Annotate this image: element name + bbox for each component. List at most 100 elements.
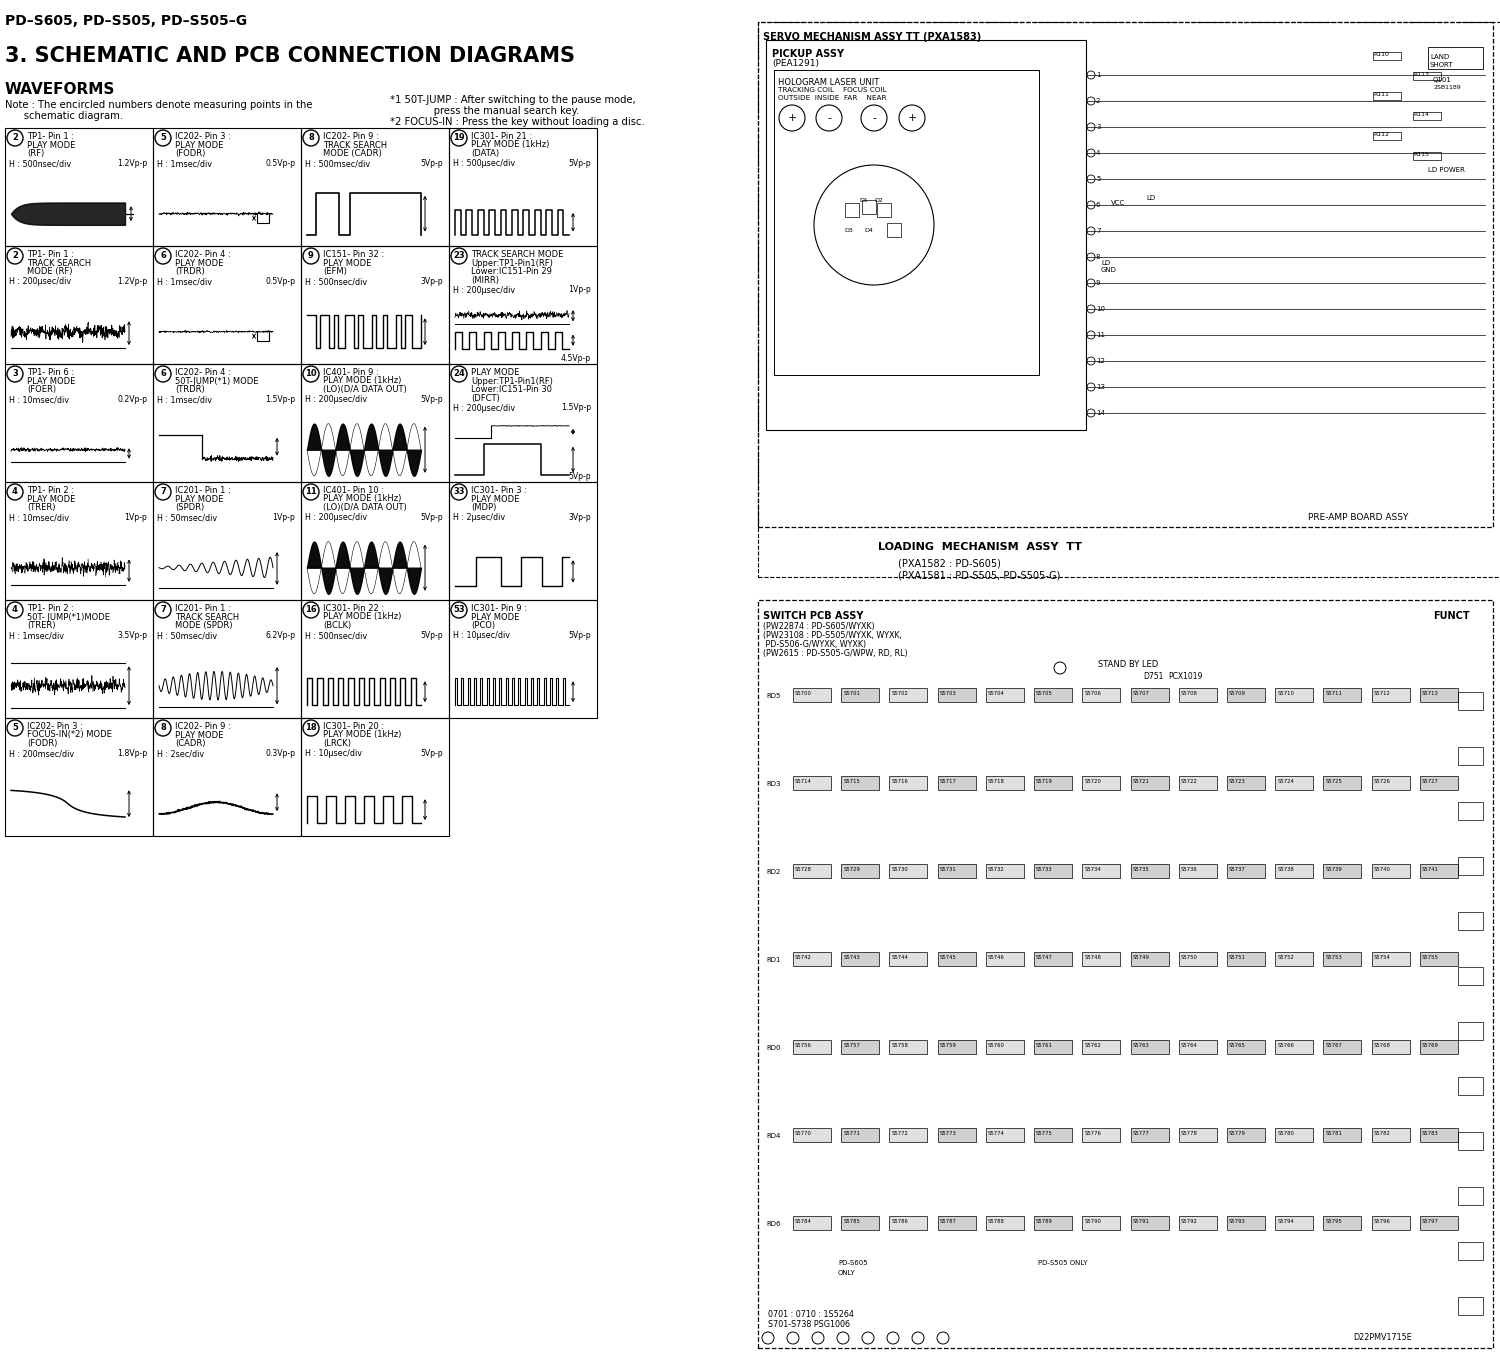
Text: S5794: S5794	[1276, 1220, 1294, 1224]
Bar	[1227, 953, 1264, 966]
Text: H : 200μsec/div: H : 200μsec/div	[9, 278, 70, 286]
Text: 12: 12	[1096, 358, 1106, 364]
Text: H : 500nsec/div: H : 500nsec/div	[9, 160, 70, 168]
Text: TRACK SEARCH: TRACK SEARCH	[176, 612, 238, 622]
Bar	[1227, 688, 1264, 702]
Text: 5Vp-p: 5Vp-p	[568, 159, 591, 168]
Text: 0.2Vp-p: 0.2Vp-p	[117, 394, 147, 404]
Text: S5726: S5726	[1374, 779, 1390, 785]
Bar	[1275, 953, 1312, 966]
Text: Note : The encircled numbers denote measuring points in the: Note : The encircled numbers denote meas…	[4, 100, 312, 110]
Bar	[890, 953, 927, 966]
Bar	[1458, 856, 1484, 875]
Bar	[1083, 1041, 1120, 1054]
Text: (DFCT): (DFCT)	[471, 393, 500, 402]
Text: LAND: LAND	[1430, 54, 1449, 60]
Text: SWITCH PCB ASSY: SWITCH PCB ASSY	[764, 611, 864, 621]
Text: PLAY MODE (1kHz): PLAY MODE (1kHz)	[322, 377, 402, 386]
Text: S5774: S5774	[988, 1131, 1005, 1135]
Text: (BCLK): (BCLK)	[322, 621, 351, 630]
Bar	[1275, 776, 1312, 790]
Text: 1.2Vp-p: 1.2Vp-p	[117, 276, 147, 286]
Text: S5777: S5777	[1132, 1131, 1149, 1135]
Bar	[153, 247, 302, 364]
Bar	[842, 953, 879, 966]
Text: 2: 2	[12, 134, 18, 142]
Text: LD: LD	[1146, 195, 1155, 201]
Text: S5733: S5733	[1036, 867, 1053, 873]
Text: PLAY MODE: PLAY MODE	[176, 495, 223, 504]
Text: schematic diagram.: schematic diagram.	[4, 111, 123, 121]
Bar	[842, 688, 879, 702]
Bar	[1458, 1022, 1484, 1041]
Bar	[794, 776, 831, 790]
Text: PLAY MODE: PLAY MODE	[471, 612, 519, 622]
Text: (PW23108 : PD-S505/WYXK, WYXK,: (PW23108 : PD-S505/WYXK, WYXK,	[764, 631, 902, 640]
Text: S5724: S5724	[1276, 779, 1294, 785]
Text: IC301- Pin 20 :: IC301- Pin 20 :	[322, 722, 384, 730]
Bar	[302, 482, 448, 600]
Bar	[1083, 688, 1120, 702]
Text: H : 50msec/div: H : 50msec/div	[158, 631, 218, 641]
Text: RD6: RD6	[766, 1221, 780, 1228]
Bar	[938, 864, 975, 878]
Bar	[153, 718, 302, 836]
Bar	[1227, 1215, 1264, 1230]
Text: 53: 53	[453, 606, 465, 615]
Text: (FOER): (FOER)	[27, 385, 56, 394]
Bar	[844, 203, 859, 217]
Text: 2: 2	[12, 252, 18, 260]
Bar	[986, 776, 1024, 790]
Text: 4: 4	[12, 606, 18, 615]
Text: 0.3Vp-p: 0.3Vp-p	[266, 748, 296, 757]
Text: (RF): (RF)	[27, 149, 45, 159]
Bar	[862, 201, 876, 214]
Bar	[1227, 1127, 1264, 1142]
Text: MODE (CADR): MODE (CADR)	[322, 149, 381, 159]
Bar	[1323, 776, 1362, 790]
Text: S5758: S5758	[891, 1043, 909, 1047]
Bar	[1371, 688, 1410, 702]
Text: 8: 8	[308, 134, 314, 142]
Text: +: +	[788, 112, 796, 123]
Bar	[890, 688, 927, 702]
Text: Lower:IC151-Pin 29: Lower:IC151-Pin 29	[471, 267, 552, 276]
Text: H : 200μsec/div: H : 200μsec/div	[453, 404, 514, 413]
Text: (TRER): (TRER)	[27, 503, 56, 512]
Text: S5791: S5791	[1132, 1220, 1149, 1224]
Text: 6: 6	[1096, 202, 1101, 209]
Text: 8: 8	[1096, 253, 1101, 260]
Text: (DATA): (DATA)	[471, 149, 500, 159]
Text: S5786: S5786	[891, 1220, 909, 1224]
Bar	[1323, 1215, 1362, 1230]
Bar	[1034, 1041, 1072, 1054]
Text: (PXA1581 : PD-S505, PD-S505-G): (PXA1581 : PD-S505, PD-S505-G)	[898, 570, 1060, 580]
Bar	[842, 776, 879, 790]
Text: H : 50msec/div: H : 50msec/div	[158, 514, 218, 523]
Text: (LO)(D/A DATA OUT): (LO)(D/A DATA OUT)	[322, 503, 406, 512]
Bar	[986, 1127, 1024, 1142]
Text: PLAY MODE (1kHz): PLAY MODE (1kHz)	[322, 495, 402, 504]
Bar	[1372, 51, 1401, 60]
Bar	[938, 776, 975, 790]
Text: 3Vp-p: 3Vp-p	[568, 512, 591, 522]
Text: S5759: S5759	[939, 1043, 957, 1047]
Text: 0.5Vp-p: 0.5Vp-p	[266, 276, 296, 286]
Bar	[878, 203, 891, 217]
Text: 1Vp-p: 1Vp-p	[124, 512, 147, 522]
Text: 0701 : 0710 : 1S5264: 0701 : 0710 : 1S5264	[768, 1310, 853, 1318]
Bar	[4, 364, 153, 482]
Text: IC202- Pin 4 :: IC202- Pin 4 :	[176, 251, 231, 259]
Text: 3: 3	[1096, 125, 1101, 130]
Text: S5761: S5761	[1036, 1043, 1053, 1047]
Text: S5741: S5741	[1422, 867, 1438, 873]
Text: 1.8Vp-p: 1.8Vp-p	[117, 748, 147, 757]
Text: (CADR): (CADR)	[176, 738, 206, 748]
Text: TP1- Pin 2 :: TP1- Pin 2 :	[27, 486, 74, 495]
Text: S5711: S5711	[1326, 691, 1342, 696]
Bar	[1372, 131, 1401, 140]
Text: S5705: S5705	[1036, 691, 1053, 696]
Text: FUNCT: FUNCT	[1432, 611, 1470, 621]
Bar	[1083, 953, 1120, 966]
Text: S5783: S5783	[1422, 1131, 1438, 1135]
